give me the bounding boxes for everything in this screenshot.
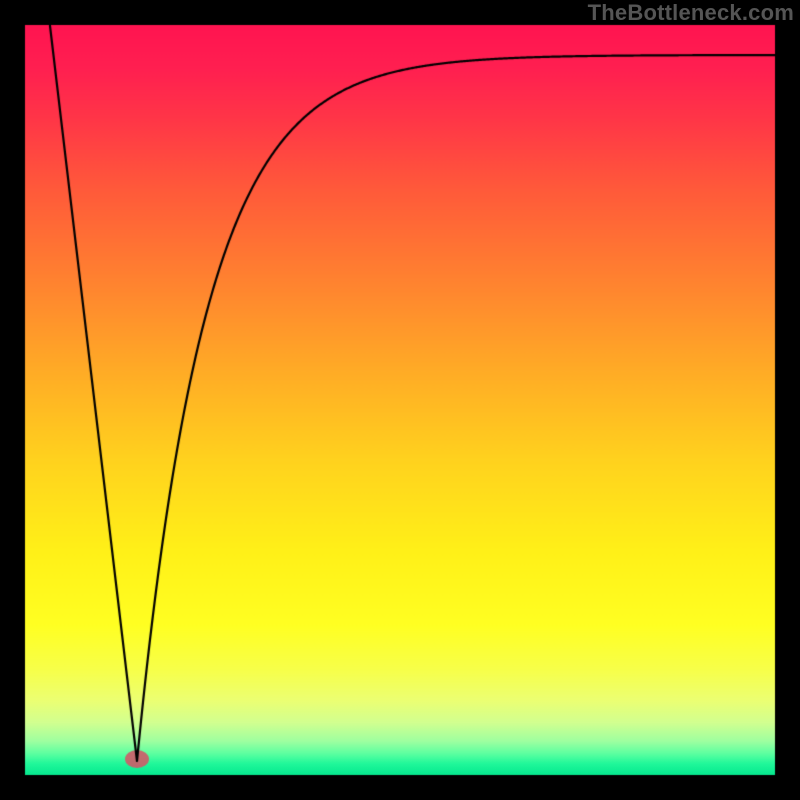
bottleneck-curve-chart <box>0 0 800 800</box>
figure-root: TheBottleneck.com <box>0 0 800 800</box>
watermark-text: TheBottleneck.com <box>588 0 794 26</box>
